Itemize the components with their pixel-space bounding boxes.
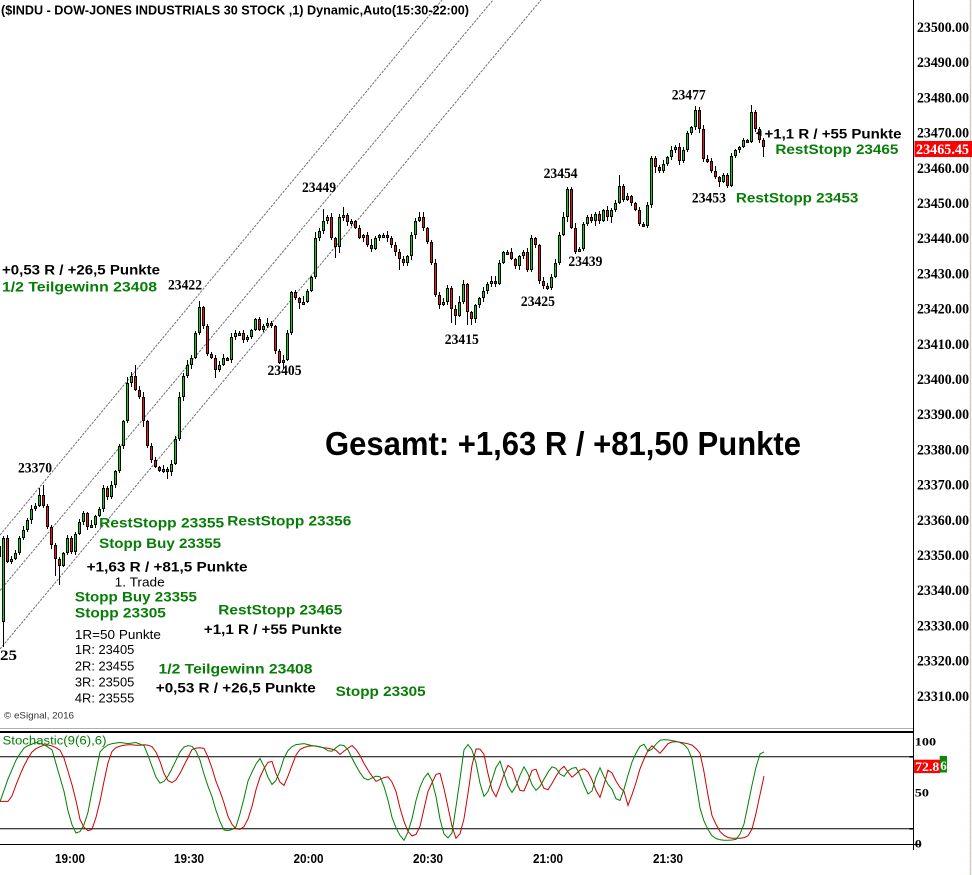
- svg-text:23477: 23477: [672, 88, 706, 104]
- svg-text:23420.00: 23420.00: [917, 302, 969, 318]
- svg-text:23440.00: 23440.00: [917, 231, 969, 247]
- svg-text:© eSignal, 2016: © eSignal, 2016: [4, 711, 74, 722]
- svg-text:23415: 23415: [445, 332, 479, 348]
- svg-text:+1,1 R / +55 Punkte: +1,1 R / +55 Punkte: [204, 622, 343, 637]
- svg-text:23350.00: 23350.00: [917, 548, 969, 564]
- svg-text:23460.00: 23460.00: [917, 161, 969, 177]
- svg-text:23370.00: 23370.00: [917, 478, 969, 494]
- svg-text:23400.00: 23400.00: [917, 372, 969, 388]
- svg-text:21:00: 21:00: [533, 852, 563, 866]
- svg-text:23405: 23405: [268, 363, 302, 379]
- svg-text:RestStopp 23465: RestStopp 23465: [775, 142, 899, 157]
- svg-text:23454: 23454: [544, 166, 578, 182]
- svg-text:23450.00: 23450.00: [917, 196, 969, 212]
- svg-text:RestStopp 23465: RestStopp 23465: [218, 603, 343, 618]
- svg-text:20:30: 20:30: [413, 852, 443, 866]
- svg-text:4R: 23555: 4R: 23555: [75, 691, 134, 705]
- svg-text:23380.00: 23380.00: [917, 442, 969, 458]
- svg-text:23490.00: 23490.00: [917, 55, 969, 71]
- svg-text:Stopp Buy 23355: Stopp Buy 23355: [99, 536, 222, 551]
- svg-text:23430.00: 23430.00: [917, 266, 969, 282]
- svg-text:23449: 23449: [302, 180, 336, 196]
- svg-text:1/2 Teilgewinn 23408: 1/2 Teilgewinn 23408: [159, 661, 314, 676]
- svg-text:21:30: 21:30: [653, 852, 683, 866]
- svg-text:RestStopp 23356: RestStopp 23356: [227, 514, 352, 529]
- svg-text:0: 0: [915, 837, 922, 851]
- svg-text:19:00: 19:00: [55, 852, 85, 866]
- svg-text:RestStopp 23355: RestStopp 23355: [99, 516, 225, 531]
- svg-text:+1,63 R / +81,5 Punkte: +1,63 R / +81,5 Punkte: [87, 560, 249, 575]
- svg-text:+1,1 R / +55 Punkte: +1,1 R / +55 Punkte: [765, 126, 903, 141]
- svg-text:23320.00: 23320.00: [917, 654, 969, 670]
- svg-text:23330.00: 23330.00: [917, 618, 969, 634]
- svg-text:Stopp 23305: Stopp 23305: [336, 684, 427, 699]
- svg-text:+0,53 R / +26,5 Punkte: +0,53 R / +26,5 Punkte: [156, 681, 317, 696]
- svg-text:RestStopp 23453: RestStopp 23453: [736, 190, 859, 205]
- svg-text:6: 6: [940, 758, 947, 773]
- svg-text:+0,53 R / +26,5 Punkte: +0,53 R / +26,5 Punkte: [2, 262, 161, 277]
- svg-text:Stopp 23305: Stopp 23305: [75, 605, 167, 620]
- svg-text:20:00: 20:00: [294, 852, 324, 866]
- svg-text:($INDU - DOW-JONES INDUSTRIALS: ($INDU - DOW-JONES INDUSTRIALS 30 STOCK …: [1, 2, 469, 17]
- svg-text:23360.00: 23360.00: [917, 513, 969, 529]
- svg-text:3R: 23505: 3R: 23505: [75, 675, 134, 689]
- svg-text:1/2 Teilgewinn 23408: 1/2 Teilgewinn 23408: [2, 279, 158, 294]
- svg-text:Stochastic(9(6),6): Stochastic(9(6),6): [3, 736, 107, 748]
- svg-text:2R: 23455: 2R: 23455: [75, 659, 134, 673]
- svg-text:23500.00: 23500.00: [917, 20, 969, 36]
- svg-text:23390.00: 23390.00: [917, 407, 969, 423]
- svg-text:23453: 23453: [692, 191, 726, 207]
- svg-text:Stopp Buy 23355: Stopp Buy 23355: [75, 589, 198, 604]
- svg-text:100: 100: [915, 735, 936, 749]
- svg-text:23310.00: 23310.00: [917, 689, 969, 705]
- svg-text:1R=50 Punkte: 1R=50 Punkte: [75, 628, 161, 642]
- svg-text:1. Trade: 1. Trade: [115, 576, 165, 590]
- svg-text:19:30: 19:30: [174, 852, 204, 866]
- svg-text:1R: 23405: 1R: 23405: [75, 643, 134, 657]
- svg-text:23340.00: 23340.00: [917, 583, 969, 599]
- svg-text:23425: 23425: [521, 294, 555, 310]
- svg-text:23370: 23370: [18, 460, 52, 476]
- svg-text:Gesamt: +1,63 R / +81,50 Punkt: Gesamt: +1,63 R / +81,50 Punkte: [325, 425, 801, 462]
- svg-text:50: 50: [915, 786, 929, 800]
- svg-text:23465.45: 23465.45: [916, 142, 969, 158]
- svg-text:72.8: 72.8: [915, 759, 940, 774]
- svg-text:23422: 23422: [168, 277, 202, 293]
- svg-text:23439: 23439: [568, 254, 602, 270]
- svg-text:25: 25: [0, 648, 17, 664]
- svg-text:23470.00: 23470.00: [917, 126, 969, 142]
- svg-text:23480.00: 23480.00: [917, 90, 969, 106]
- svg-text:23410.00: 23410.00: [917, 337, 969, 353]
